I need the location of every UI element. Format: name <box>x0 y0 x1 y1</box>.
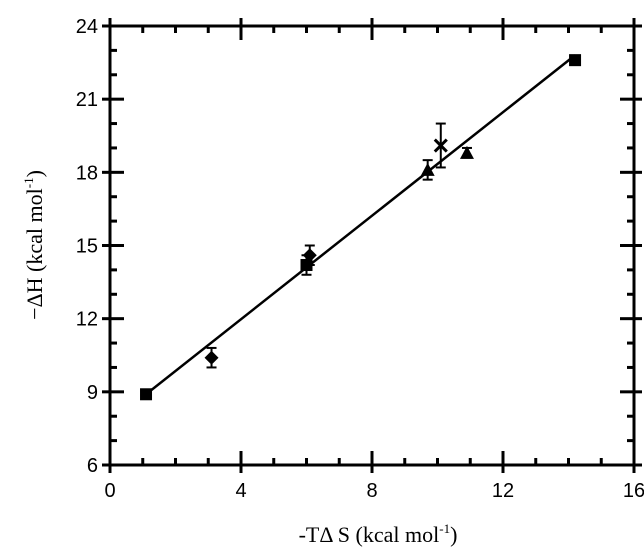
x-tick-label: 16 <box>623 480 644 502</box>
y-tick-label: 24 <box>76 16 98 38</box>
fit-line <box>145 54 576 396</box>
diamond-marker <box>302 248 317 263</box>
x-axis-title: -TΔ S (kcal mol-1) <box>299 521 458 547</box>
x-tick-label: 4 <box>235 480 246 502</box>
square-marker <box>569 54 582 67</box>
x-tick-label: 12 <box>492 480 514 502</box>
x-marker-stroke <box>433 138 448 153</box>
x-tick-label: 0 <box>104 480 115 502</box>
y-tick-label: 21 <box>76 89 98 111</box>
data-markers <box>140 54 582 401</box>
tick-labels: 0 4 8 12 16 6 9 12 15 18 21 24 <box>76 16 644 502</box>
y-tick-label: 9 <box>87 382 98 404</box>
x-marker <box>433 138 448 153</box>
y-tick-label: 18 <box>76 162 98 184</box>
y-tick-label: 15 <box>76 236 98 258</box>
diamond-marker <box>204 350 219 365</box>
triangle-marker <box>420 162 435 176</box>
x-tick-label: 8 <box>366 480 377 502</box>
y-tick-label: 6 <box>87 455 98 477</box>
plot-frame <box>108 24 636 467</box>
square-marker <box>140 388 153 401</box>
y-tick-label: 12 <box>76 309 98 331</box>
axis-ticks <box>102 18 642 473</box>
y-axis-title: −ΔH (kcal mol-1) <box>21 170 47 320</box>
triangle-marker <box>459 145 474 159</box>
